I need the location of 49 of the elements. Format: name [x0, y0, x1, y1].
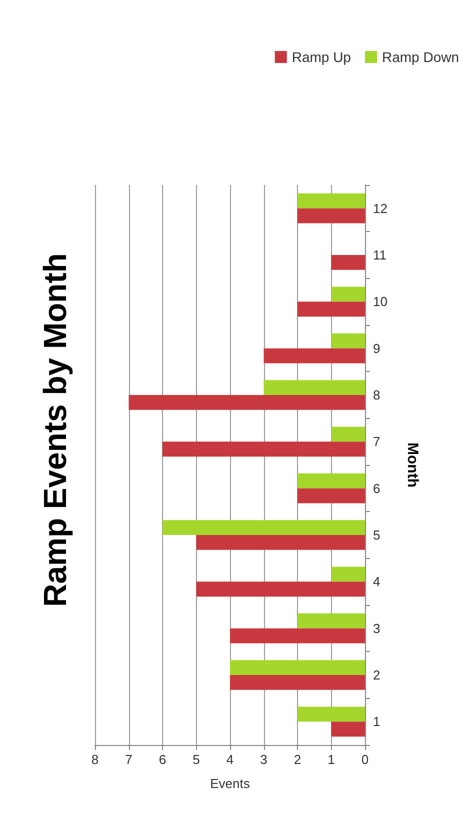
x-tick-label: 4 [226, 752, 234, 767]
y-tick-label: 5 [373, 528, 380, 542]
bar [298, 193, 365, 208]
y-tick-label: 2 [373, 668, 380, 682]
bar [298, 488, 365, 504]
bar [298, 613, 365, 628]
y-tick-label: 3 [373, 620, 380, 636]
x-axis-title: Events [210, 776, 250, 791]
bar [298, 302, 365, 317]
bar [196, 535, 365, 550]
bar [264, 348, 365, 364]
x-tick-label: 0 [361, 752, 369, 767]
y-tick-label: 10 [373, 294, 388, 310]
x-tick-label: 1 [328, 752, 335, 767]
x-tick-label: 6 [158, 752, 166, 767]
bar [264, 380, 365, 395]
legend-label: Ramp Down [382, 49, 460, 65]
bar [331, 566, 365, 582]
bar [298, 208, 365, 224]
bar [331, 722, 365, 737]
y-tick-label: 1 [373, 714, 380, 730]
y-tick-label: 7 [373, 434, 380, 450]
y-tick-label: 8 [373, 388, 380, 402]
text: Ramp Events by Month [37, 253, 73, 607]
bar [128, 395, 365, 410]
bar [230, 660, 365, 675]
bar [298, 473, 365, 488]
bar [162, 520, 365, 535]
y-tick-label: 4 [373, 574, 380, 590]
x-tick-label: 5 [192, 752, 200, 767]
bar [331, 333, 365, 348]
bar [298, 706, 365, 722]
x-tick-label: 7 [125, 752, 132, 767]
y-tick-label: 6 [373, 480, 380, 496]
y-tick-label: 12 [373, 200, 388, 216]
bar [331, 426, 365, 442]
bar [331, 286, 365, 302]
y-axis-title: Month [404, 442, 421, 488]
x-tick-label: 2 [294, 752, 302, 767]
bar [162, 442, 365, 457]
x-tick-label: 8 [91, 752, 99, 767]
legend-label: Ramp Up [292, 49, 352, 65]
x-tick-label: 3 [260, 752, 268, 767]
bar [196, 582, 365, 597]
y-tick-label: 9 [373, 340, 380, 356]
bar [331, 255, 365, 270]
bar [230, 675, 365, 690]
bar [230, 628, 365, 644]
y-tick-label: 11 [373, 248, 386, 262]
